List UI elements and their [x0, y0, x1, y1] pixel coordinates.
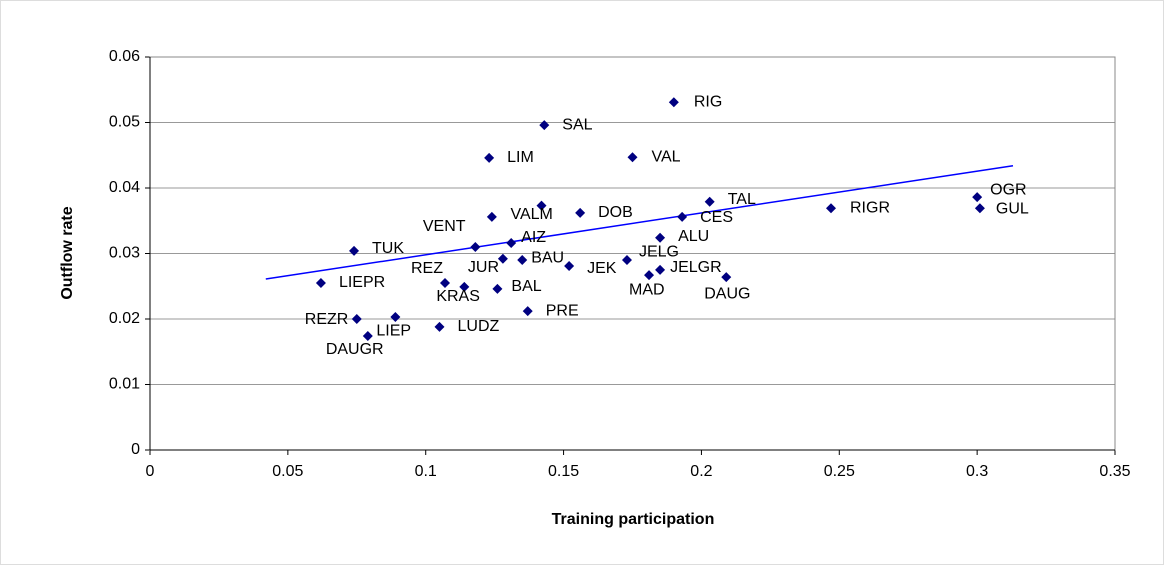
point: [362, 331, 373, 342]
y-tick-label: 0.03: [109, 245, 140, 262]
point: [522, 306, 533, 317]
y-tick-label: 0.02: [109, 310, 140, 327]
x-tick-label: 0.2: [690, 463, 712, 480]
point-label: DAUGR: [326, 341, 384, 358]
point: [470, 241, 481, 252]
point-label: REZ: [411, 260, 443, 277]
y-tick-label: 0.05: [109, 114, 140, 131]
point: [564, 260, 575, 271]
point-label: DOB: [598, 204, 633, 221]
y-tick-label: 0: [131, 441, 140, 458]
point: [721, 272, 732, 283]
point: [974, 203, 985, 214]
point-label: PRE: [546, 302, 579, 319]
point-label: SAL: [562, 116, 592, 133]
point: [492, 283, 503, 294]
point: [440, 277, 451, 288]
point-label: CES: [700, 209, 733, 226]
point-label: VENT: [423, 218, 466, 235]
x-tick-label: 0.25: [824, 463, 855, 480]
point: [668, 97, 679, 108]
point-label: TAL: [728, 191, 756, 208]
point: [349, 245, 360, 256]
point: [826, 203, 837, 214]
point-label: AIZ: [521, 229, 546, 246]
point: [704, 196, 715, 207]
point: [484, 152, 495, 163]
point: [434, 321, 445, 332]
point-label: BAU: [531, 249, 564, 266]
point-label: JUR: [468, 259, 499, 276]
point-label: VAL: [652, 148, 681, 165]
point: [517, 255, 528, 266]
point-label: KRAS: [436, 288, 480, 305]
point: [536, 200, 547, 211]
x-tick-label: 0: [146, 463, 155, 480]
point-label: JEK: [587, 260, 617, 277]
point: [459, 281, 470, 292]
y-axis-title: Outflow rate: [59, 206, 76, 299]
point: [621, 255, 632, 266]
point-label: BAL: [511, 278, 541, 295]
y-tick-label: 0.01: [109, 376, 140, 393]
point-label: JELGR: [670, 259, 722, 276]
point-label: GUL: [996, 201, 1029, 218]
point-label: MAD: [629, 281, 665, 298]
x-tick-label: 0.15: [548, 463, 579, 480]
x-tick-label: 0.3: [966, 463, 988, 480]
point-label: JELG: [639, 243, 679, 260]
y-tick-label: 0.04: [109, 179, 140, 196]
point-label: RIG: [694, 93, 722, 110]
x-tick-label: 0.1: [415, 463, 437, 480]
point-label: VALM: [511, 206, 553, 223]
point: [539, 120, 550, 131]
point: [351, 314, 362, 324]
point-label: TUK: [372, 240, 404, 257]
point-label: LIEPR: [339, 274, 385, 291]
point: [486, 211, 497, 222]
point: [315, 277, 326, 288]
y-tick-label: 0.06: [109, 48, 140, 65]
point-label: LUDZ: [458, 318, 500, 335]
point: [506, 238, 517, 249]
point: [644, 270, 655, 281]
x-axis-title: Training participation: [552, 511, 715, 528]
point: [655, 232, 666, 243]
point: [972, 192, 983, 203]
point-label: DAUG: [704, 285, 750, 302]
point-label: LIEP: [376, 322, 411, 339]
point: [575, 207, 586, 218]
point: [390, 312, 401, 323]
point: [655, 264, 666, 275]
trendline: [265, 164, 1014, 280]
point-label: ALU: [678, 228, 709, 245]
point: [627, 152, 638, 163]
point: [677, 211, 688, 222]
point-label: LIM: [507, 149, 534, 166]
point-label: OGR: [990, 181, 1026, 198]
point-label: REZR: [305, 311, 349, 328]
point: [497, 253, 508, 264]
x-tick-label: 0.05: [272, 463, 303, 480]
x-tick-label: 0.35: [1099, 463, 1130, 480]
point-label: RIGR: [850, 200, 890, 217]
